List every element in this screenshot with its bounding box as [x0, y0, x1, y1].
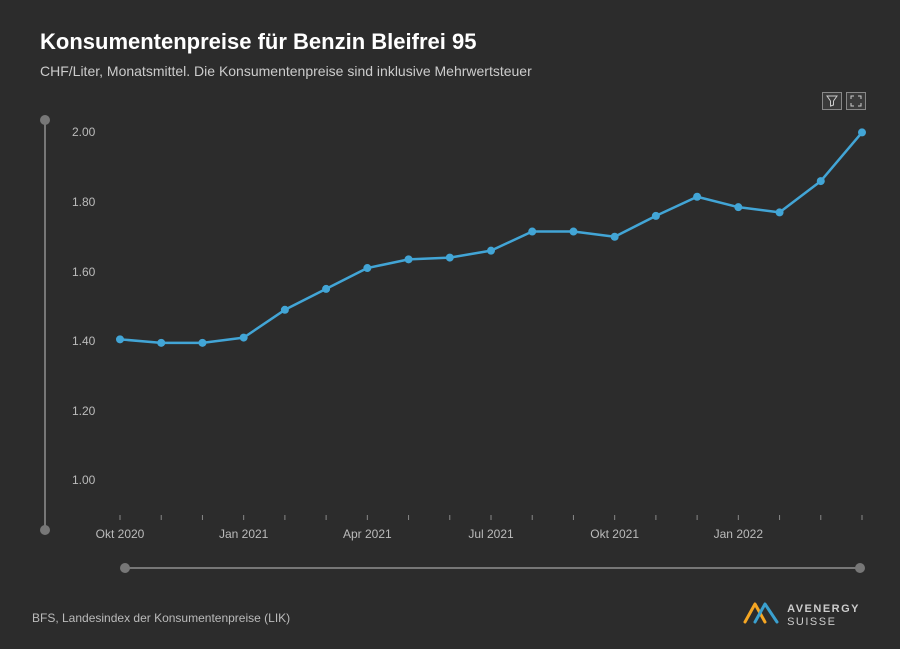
x-tick-label: Apr 2021	[343, 527, 392, 541]
data-point[interactable]	[446, 254, 454, 262]
chart-toolbar	[822, 92, 866, 110]
brand-text: AVENERGY SUISSE	[787, 603, 860, 628]
y-tick-label: 1.80	[72, 195, 112, 209]
y-tick-label: 1.20	[72, 404, 112, 418]
data-point[interactable]	[157, 339, 165, 347]
x-slider-track	[125, 567, 860, 569]
data-point[interactable]	[528, 228, 536, 236]
y-tick-label: 1.40	[72, 334, 112, 348]
expand-button[interactable]	[846, 92, 866, 110]
filter-icon	[826, 95, 838, 107]
plot-region: 1.00 1.20 1.40 1.60 1.80 2.00 Okt 2020 Jan 2021…	[58, 115, 865, 545]
brand-name-top: AVENERGY	[787, 603, 860, 616]
data-point[interactable]	[281, 306, 289, 314]
data-point[interactable]	[363, 264, 371, 272]
data-point[interactable]	[240, 334, 248, 342]
data-point[interactable]	[858, 128, 866, 136]
data-point[interactable]	[116, 335, 124, 343]
y-tick-label: 1.60	[72, 265, 112, 279]
x-slider-knob-left[interactable]	[120, 563, 130, 573]
y-slider-knob-top[interactable]	[40, 115, 50, 125]
y-slider-knob-bottom[interactable]	[40, 525, 50, 535]
data-point[interactable]	[198, 339, 206, 347]
y-tick-label: 1.00	[72, 473, 112, 487]
y-range-slider[interactable]	[40, 115, 50, 535]
data-point[interactable]	[693, 193, 701, 201]
x-tick-label: Jan 2022	[714, 527, 763, 541]
filter-button[interactable]	[822, 92, 842, 110]
x-tick-label: Okt 2020	[96, 527, 145, 541]
brand-name-bottom: SUISSE	[787, 616, 860, 629]
x-tick-label: Okt 2021	[590, 527, 639, 541]
chart-subtitle: CHF/Liter, Monatsmittel. Die Konsumenten…	[40, 63, 860, 79]
data-point[interactable]	[652, 212, 660, 220]
data-point[interactable]	[322, 285, 330, 293]
data-point[interactable]	[405, 255, 413, 263]
chart-header: Konsumentenpreise für Benzin Bleifrei 95…	[0, 0, 900, 79]
x-tick-label: Jan 2021	[219, 527, 268, 541]
y-tick-label: 2.00	[72, 125, 112, 139]
data-point[interactable]	[611, 233, 619, 241]
y-slider-track	[44, 120, 46, 530]
price-line	[120, 132, 862, 342]
chart-area: 1.00 1.20 1.40 1.60 1.80 2.00 Okt 2020 Jan 2021…	[40, 115, 865, 545]
chart-title: Konsumentenpreise für Benzin Bleifrei 95	[40, 28, 860, 57]
data-point[interactable]	[487, 247, 495, 255]
data-point[interactable]	[734, 203, 742, 211]
brand-logo: AVENERGY SUISSE	[743, 600, 860, 631]
line-chart-svg	[58, 115, 862, 545]
x-tick-label: Jul 2021	[468, 527, 513, 541]
data-point[interactable]	[776, 208, 784, 216]
x-slider-knob-right[interactable]	[855, 563, 865, 573]
expand-icon	[850, 95, 862, 107]
data-point[interactable]	[817, 177, 825, 185]
avenergy-mark-icon	[743, 600, 779, 631]
source-footer: BFS, Landesindex der Konsumentenpreise (…	[32, 611, 290, 625]
data-point[interactable]	[569, 228, 577, 236]
x-range-slider[interactable]	[120, 563, 865, 573]
